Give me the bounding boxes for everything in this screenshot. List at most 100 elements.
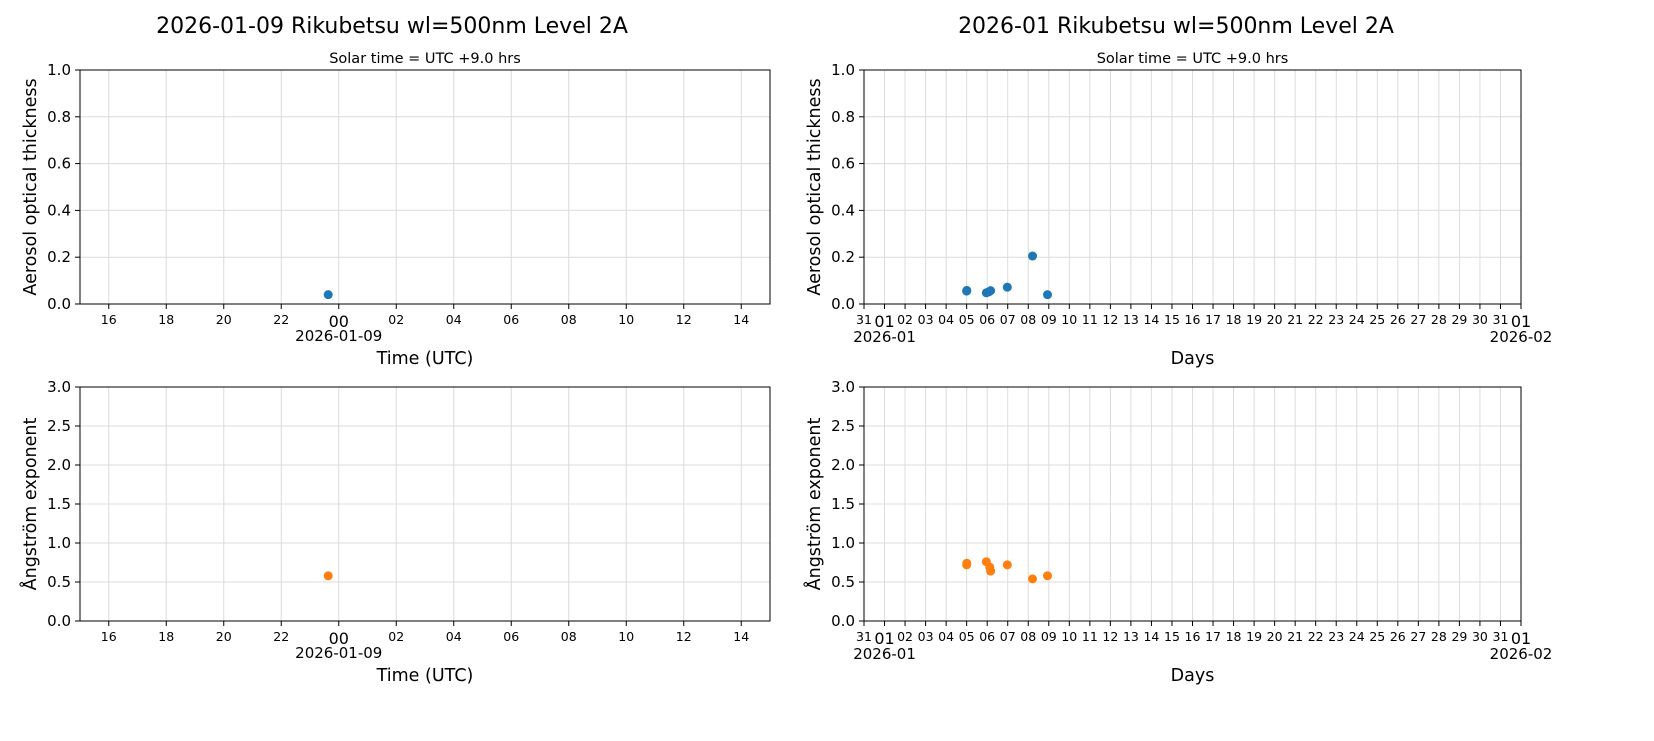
x-tick-label: 04: [446, 629, 462, 644]
x-tick-label: 04: [446, 312, 462, 327]
x-tick-label: 19: [1246, 312, 1262, 327]
x-tick-label: 28: [1431, 629, 1447, 644]
data-point: [323, 290, 333, 300]
x-tick-label: 01: [1511, 312, 1531, 331]
y-tick-label: 0.8: [47, 108, 71, 126]
x-tick-label: 11: [1082, 312, 1098, 327]
x-tick-label: 23: [1328, 312, 1344, 327]
data-point: [1042, 290, 1052, 300]
x-tick-label: 22: [1308, 312, 1324, 327]
x-tick-label: 01: [1511, 629, 1531, 648]
x-tick-label: 23: [1328, 629, 1344, 644]
y-tick-label: 1.0: [47, 61, 71, 79]
x-tick-label: 07: [1000, 312, 1016, 327]
x-tick-label: 18: [1226, 312, 1242, 327]
axes-frame: [79, 69, 771, 305]
chart-panel-2: 0.0 0.5 1.0 1.5 2.0 2.5 3.0 16 18 20 22 00 02 04 06 08 1…: [19, 378, 771, 686]
y-tick-label: 0.4: [831, 201, 855, 219]
y-tick-label: 0.0: [831, 295, 855, 313]
x-tick-label: 14: [1143, 312, 1159, 327]
x-tick-label: 11: [1082, 629, 1098, 644]
x-tick-label: 22: [273, 312, 289, 327]
x-tick-label: 22: [1308, 629, 1324, 644]
y-tick-label: 1.0: [831, 61, 855, 79]
chart-panel-3: 0.00.51.01.52.02.53.031 01 02 03 04 05 06 07 08 0…: [803, 378, 1552, 686]
x-tick-label: 24: [1349, 312, 1365, 327]
x-tick-label: 28: [1431, 312, 1447, 327]
y-tick-label: 2.0: [47, 456, 71, 474]
x-tick-label: 09: [1041, 312, 1057, 327]
x-tick-label: 29: [1451, 629, 1467, 644]
x-tick-label: 30: [1472, 312, 1488, 327]
data-point: [986, 566, 996, 576]
x-tick-label: 18: [158, 312, 174, 327]
x-tick-label: 16: [1185, 312, 1201, 327]
chart-panel-1: 2026-01 Rikubetsu wl=500nm Level 2A Solar…: [805, 14, 1552, 369]
y-tick-label: 3.0: [47, 378, 71, 396]
x-tick-label: 16: [101, 629, 117, 644]
y-tick-label: 0.0: [831, 612, 855, 630]
data-point: [1042, 571, 1052, 581]
chart-subtitle: Solar time = UTC +9.0 hrs: [329, 51, 521, 67]
x-tick-sublabel: 2026-02: [1490, 328, 1553, 346]
x-tick-label: 00: [329, 629, 349, 648]
x-tick-label: 22: [273, 629, 289, 644]
axes-frame: [863, 69, 1522, 305]
x-tick-label: 12: [676, 629, 692, 644]
x-tick-label: 10: [1061, 312, 1077, 327]
x-tick-label: 02: [897, 312, 913, 327]
x-tick-label: 27: [1410, 629, 1426, 644]
x-tick-label: 20: [1267, 629, 1283, 644]
x-tick-label: 15: [1164, 312, 1180, 327]
y-tick-label: 0.2: [47, 248, 71, 266]
axes-frame: [863, 386, 1522, 622]
x-tick-label: 09: [1041, 629, 1057, 644]
y-tick-label: 2.5: [831, 417, 855, 435]
y-axis-label: Aerosol optical thickness: [21, 78, 41, 295]
x-tick-label: 06: [979, 629, 995, 644]
x-tick-label: 01: [874, 312, 894, 331]
x-tick-label: 06: [503, 629, 519, 644]
data-point: [1002, 282, 1012, 292]
x-tick-label: 31: [1493, 312, 1509, 327]
x-tick-sublabel: 2026-02: [1490, 645, 1553, 663]
x-tick-label: 15: [1164, 629, 1180, 644]
y-tick-label: 0.6: [47, 155, 71, 173]
x-tick-label: 18: [1226, 629, 1242, 644]
x-axis-label: Time (UTC): [376, 349, 474, 369]
x-tick-label: 12: [1102, 629, 1118, 644]
y-tick-label: 3.0: [831, 378, 855, 396]
x-tick-label: 17: [1205, 629, 1221, 644]
x-tick-sublabel: 2026-01: [853, 645, 916, 663]
y-axis-label: Aerosol optical thickness: [805, 78, 825, 295]
x-tick-label: 00: [329, 312, 349, 331]
x-tick-label: 05: [959, 629, 975, 644]
x-tick-label: 03: [918, 312, 934, 327]
x-tick-label: 16: [1185, 629, 1201, 644]
axes-frame: [79, 386, 771, 622]
data-point: [986, 286, 996, 296]
x-tick-label: 04: [938, 629, 954, 644]
y-tick-label: 0.5: [831, 573, 855, 591]
x-tick-label: 30: [1472, 629, 1488, 644]
y-tick-label: 0.5: [47, 573, 71, 591]
x-tick-label: 12: [1102, 312, 1118, 327]
chart-title: 2026-01 Rikubetsu wl=500nm Level 2A: [958, 14, 1394, 39]
x-tick-label: 06: [503, 312, 519, 327]
x-tick-label: 08: [561, 312, 577, 327]
y-tick-label: 0.0: [47, 612, 71, 630]
x-tick-label: 31: [856, 629, 872, 644]
x-tick-label: 10: [618, 312, 634, 327]
x-tick-sublabel: 2026-01: [853, 328, 916, 346]
x-tick-label: 10: [618, 629, 634, 644]
y-axis-label: Ångström exponent: [803, 418, 825, 591]
y-tick-label: 1.0: [831, 534, 855, 552]
y-tick-label: 0.6: [831, 155, 855, 173]
x-tick-label: 04: [938, 312, 954, 327]
x-tick-label: 02: [897, 629, 913, 644]
y-tick-label: 0.2: [831, 248, 855, 266]
x-tick-label: 29: [1451, 312, 1467, 327]
x-tick-label: 26: [1390, 629, 1406, 644]
x-tick-label: 19: [1246, 629, 1262, 644]
x-tick-label: 20: [216, 629, 232, 644]
